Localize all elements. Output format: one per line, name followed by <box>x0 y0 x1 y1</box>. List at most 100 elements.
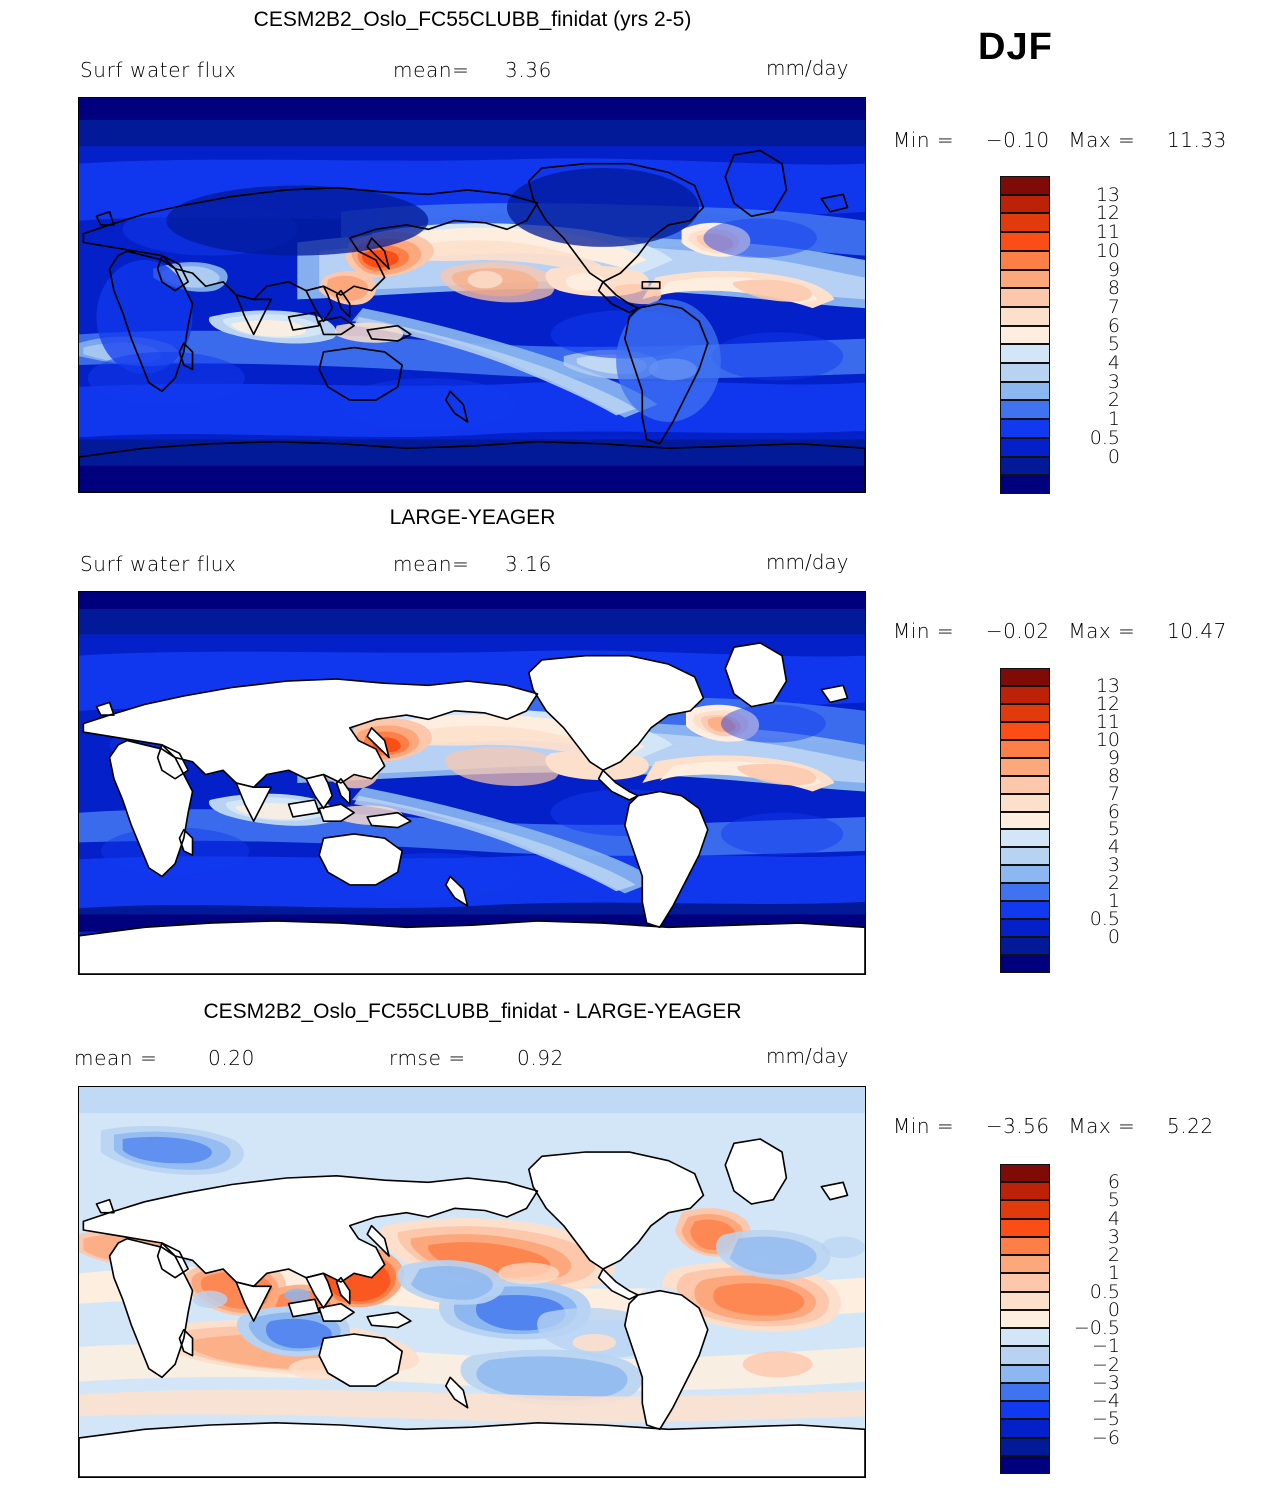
panel-obs-mean-label: mean= <box>393 552 470 576</box>
colorbar-tick-label: 4 <box>1107 1207 1120 1230</box>
colorbar-model: 13 12 11 10 9 8 7 6 5 4 3 2 1 0.5 0 <box>1000 176 1150 494</box>
colorbar-swatch <box>1000 1346 1050 1365</box>
panel-diff-rmse-value: 0.92 <box>517 1046 564 1070</box>
panel-model-title: CESM2B2_Oslo_FC55CLUBB_finidat (yrs 2-5) <box>253 8 692 31</box>
colorbar-tick-label: 11 <box>1095 221 1120 244</box>
colorbar-tick-label: 2 <box>1107 1244 1120 1267</box>
colorbar-tick-label: 5 <box>1107 1189 1120 1212</box>
colorbar-swatch <box>1000 325 1050 345</box>
colorbar-tick-label: −6 <box>1091 1426 1120 1449</box>
colorbar-swatch <box>1000 937 1050 956</box>
colorbar-tick-label: −2 <box>1091 1353 1120 1376</box>
colorbar-tick-label: 0 <box>1107 445 1120 468</box>
panel-obs-mean-value: 3.16 <box>505 552 552 576</box>
panel-diff-mean-value: 0.20 <box>208 1046 255 1070</box>
colorbar-swatch <box>1000 306 1050 326</box>
colorbar-swatch <box>1000 1364 1050 1383</box>
colorbar-swatch <box>1000 456 1050 476</box>
panel-diff-mean-label: mean = <box>74 1046 158 1070</box>
colorbar-tick-label: −4 <box>1091 1390 1120 1413</box>
colorbar-tick-label: 1 <box>1107 890 1120 913</box>
panel-diff-rmse-label: rmse = <box>389 1046 466 1070</box>
colorbar-tick-label: 0.5 <box>1089 908 1120 931</box>
colorbar-swatch <box>1000 194 1050 214</box>
colorbar-tick-label: 3 <box>1107 370 1120 393</box>
colorbar-tick-label: 9 <box>1107 258 1120 281</box>
colorbar-swatch <box>1000 381 1050 401</box>
colorbar-swatch <box>1000 1328 1050 1347</box>
colorbar-swatch <box>1000 269 1050 289</box>
colorbar-tick-label: −1 <box>1091 1335 1120 1358</box>
panel-model-units: mm/day <box>766 56 849 80</box>
colorbar-swatch <box>1000 1401 1050 1420</box>
colorbar-tick-label: 5 <box>1107 333 1120 356</box>
colorbar-tick-label: 4 <box>1107 836 1120 859</box>
colorbar-swatch <box>1000 419 1050 438</box>
colorbar-swatch <box>1000 1291 1050 1310</box>
panel-diff-min-label: Min = <box>893 1114 955 1138</box>
colorbar-swatch <box>1000 344 1050 364</box>
colorbar-swatch <box>1000 213 1050 233</box>
colorbar-tick-label: 4 <box>1107 352 1120 375</box>
colorbar-tick-label: −3 <box>1091 1371 1120 1394</box>
colorbar-swatch <box>1000 400 1050 420</box>
colorbar-tick-label: 7 <box>1107 295 1120 318</box>
panel-obs-units: mm/day <box>766 550 849 574</box>
colorbar-tick-label: 1 <box>1107 1262 1120 1285</box>
colorbar-swatch <box>1000 1382 1050 1402</box>
colorbar-tick-label: 12 <box>1095 202 1120 225</box>
map-obs <box>78 591 866 975</box>
colorbar-tick-label: 13 <box>1095 674 1120 697</box>
colorbar-swatch <box>1000 847 1050 866</box>
colorbar-swatch <box>1000 250 1050 270</box>
colorbar-swatch <box>1000 775 1050 794</box>
panel-model-min-value: −0.10 <box>985 128 1050 152</box>
colorbar-tick-label: 6 <box>1107 800 1120 823</box>
colorbar-swatch <box>1000 1218 1050 1237</box>
panel-model-mean-value: 3.36 <box>505 58 552 82</box>
colorbar-tick-label: 0.5 <box>1089 426 1120 449</box>
colorbar-swatch <box>1000 901 1050 920</box>
panel-diff-minmax: Min = −3.56 Max = 5.22 <box>893 1114 1214 1138</box>
colorbar-tick-label: 7 <box>1107 782 1120 805</box>
colorbar-tick-label: 2 <box>1107 872 1120 895</box>
colorbar-diff: 6 5 4 3 2 1 0.5 0 −0.5 −1 −2 −3 −4 −5 −6 <box>1000 1164 1150 1474</box>
colorbar-tick-label: 9 <box>1107 746 1120 769</box>
colorbar-swatch <box>1000 955 1050 973</box>
colorbar-swatch <box>1000 685 1050 704</box>
panel-diff-max-label: Max = <box>1068 1114 1136 1138</box>
colorbar-tick-label: 6 <box>1107 1171 1120 1194</box>
colorbar-tick-label: 10 <box>1095 239 1120 262</box>
colorbar-swatch <box>1000 1273 1050 1292</box>
panel-obs-minmax: Min = −0.02 Max = 10.47 <box>893 619 1227 643</box>
colorbar-tick-label: 11 <box>1095 710 1120 733</box>
panel-model-minmax: Min = −0.10 Max = 11.33 <box>893 128 1227 152</box>
colorbar-swatch <box>1000 721 1050 740</box>
colorbar-tick-label: 0 <box>1107 926 1120 949</box>
panel-diff-min-value: −3.56 <box>985 1114 1050 1138</box>
panel-obs-min-value: −0.02 <box>985 619 1050 643</box>
panel-obs-title: LARGE-YEAGER <box>389 506 556 529</box>
colorbar-tick-label: 12 <box>1095 692 1120 715</box>
colorbar-swatch <box>1000 363 1050 382</box>
colorbar-swatch <box>1000 475 1050 494</box>
colorbar-swatch <box>1000 1200 1050 1219</box>
panel-obs-min-label: Min = <box>893 619 955 643</box>
colorbar-tick-label: 13 <box>1095 183 1120 206</box>
colorbar-obs: 13 12 11 10 9 8 7 6 5 4 3 2 1 0.5 0 <box>1000 668 1150 973</box>
colorbar-swatch <box>1000 176 1050 195</box>
colorbar-swatch <box>1000 1419 1050 1438</box>
colorbar-swatch <box>1000 437 1050 457</box>
panel-model-max-label: Max = <box>1068 128 1136 152</box>
panel-model-mean-label: mean= <box>393 58 470 82</box>
colorbar-tick-label: 8 <box>1107 277 1120 300</box>
colorbar-tick-label: 0 <box>1107 1298 1120 1321</box>
colorbar-swatch <box>1000 668 1050 686</box>
colorbar-tick-label: 3 <box>1107 854 1120 877</box>
panel-model-min-label: Min = <box>893 128 955 152</box>
colorbar-tick-label: 5 <box>1107 818 1120 841</box>
colorbar-swatch <box>1000 1182 1050 1201</box>
panel-diff-max-value: 5.22 <box>1167 1114 1214 1138</box>
map-diff <box>78 1086 866 1478</box>
colorbar-swatch <box>1000 919 1050 938</box>
